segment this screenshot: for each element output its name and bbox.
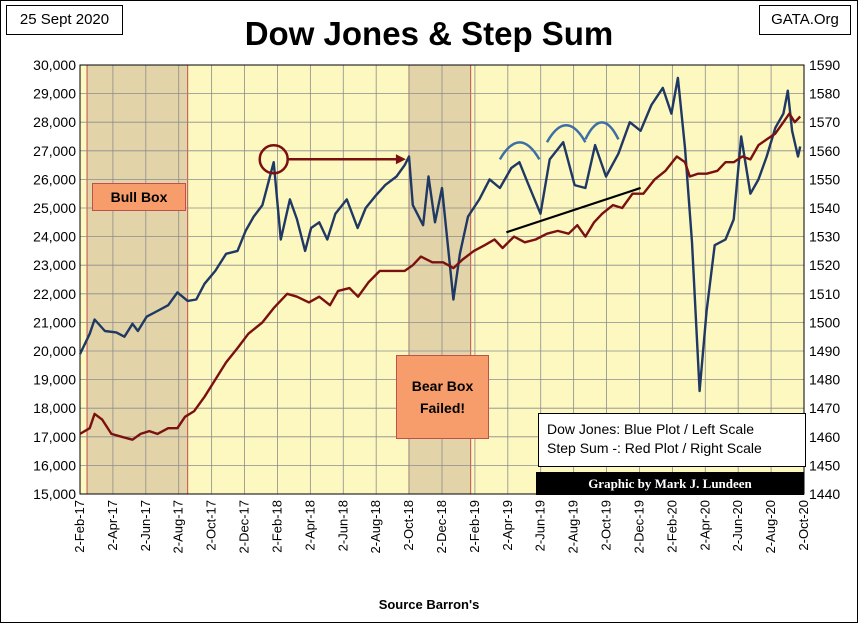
left-axis-tick-label: 15,000 <box>33 486 76 502</box>
x-axis-tick-label: 2-Aug-20 <box>763 500 778 553</box>
left-axis-tick-label: 20,000 <box>33 343 76 359</box>
left-axis-tick-label: 19,000 <box>33 372 76 388</box>
left-axis-tick-label: 29,000 <box>33 86 76 102</box>
legend: Dow Jones: Blue Plot / Left Scale Step S… <box>538 413 806 467</box>
x-axis-tick-label: 2-Jun-19 <box>533 500 548 551</box>
left-axis-tick-label: 17,000 <box>33 429 76 445</box>
credit-banner: Graphic by Mark J. Lundeen <box>536 472 804 495</box>
x-axis-tick-label: 2-Aug-18 <box>368 500 383 553</box>
x-axis-tick-label: 2-Dec-17 <box>237 500 252 553</box>
x-axis-tick-label: 2-Aug-19 <box>566 500 581 553</box>
left-axis-tick-label: 16,000 <box>33 457 76 473</box>
x-axis-tick-label: 2-Jun-20 <box>730 500 745 551</box>
x-axis-tick-label: 2-Jun-18 <box>335 500 350 551</box>
left-axis-tick-label: 18,000 <box>33 400 76 416</box>
left-axis-tick-label: 25,000 <box>33 200 76 216</box>
right-axis-tick-label: 1540 <box>809 200 840 216</box>
top-arc <box>584 121 620 140</box>
bull-box-label: Bull Box <box>92 183 186 211</box>
peak-arrow-head <box>395 154 406 165</box>
x-axis-tick-label: 2-Feb-17 <box>72 500 87 553</box>
x-axis-tick-label: 2-Oct-19 <box>599 500 614 551</box>
bear-box-label-line2: Failed! <box>419 400 466 416</box>
bull-box-shading <box>86 64 189 495</box>
top-arc <box>498 141 541 161</box>
right-axis-tick-label: 1490 <box>809 343 840 359</box>
x-axis-tick-label: 2-Apr-19 <box>500 500 515 551</box>
x-axis-tick-label: 2-Oct-18 <box>401 500 416 551</box>
right-axis-tick-label: 1590 <box>809 57 840 73</box>
left-axis-tick-label: 21,000 <box>33 314 76 330</box>
chart-title: Dow Jones & Step Sum <box>244 15 614 52</box>
left-axis-tick-label: 24,000 <box>33 229 76 245</box>
right-axis-tick-label: 1570 <box>809 114 840 130</box>
x-axis-tick-label: 2-Oct-20 <box>796 500 811 551</box>
x-axis-tick-label: 2-Dec-18 <box>434 500 449 553</box>
x-axis-tick-label: 2-Jun-17 <box>138 500 153 551</box>
right-axis-tick-label: 1440 <box>809 486 840 502</box>
x-axis-tick-label: 2-Feb-20 <box>664 500 679 553</box>
date-label: 25 Sept 2020 <box>6 5 123 35</box>
legend-step-sum: Step Sum -: Red Plot / Right Scale <box>547 440 762 456</box>
right-axis-tick-label: 1550 <box>809 171 840 187</box>
left-axis-tick-label: 28,000 <box>33 114 76 130</box>
trend-line <box>506 186 641 234</box>
x-axis-tick-label: 2-Feb-19 <box>467 500 482 553</box>
left-axis-tick-label: 26,000 <box>33 171 76 187</box>
left-axis-tick-label: 23,000 <box>33 257 76 273</box>
top-arc <box>545 124 587 143</box>
dow-jones-line <box>78 76 802 393</box>
right-axis-tick-label: 1450 <box>809 457 840 473</box>
left-axis-tick-label: 22,000 <box>33 286 76 302</box>
right-axis-tick-label: 1560 <box>809 143 840 159</box>
right-axis-tick-label: 1500 <box>809 314 840 330</box>
right-axis-tick-label: 1460 <box>809 429 840 445</box>
right-axis-tick-label: 1470 <box>809 400 840 416</box>
x-axis-tick-label: 2-Feb-18 <box>269 500 284 553</box>
step-sum-line <box>79 112 802 441</box>
x-axis-tick-label: 2-Aug-17 <box>171 500 186 553</box>
right-axis-tick-label: 1580 <box>809 86 840 102</box>
source-label: Source Barron's <box>378 597 480 612</box>
legend-dow: Dow Jones: Blue Plot / Left Scale <box>547 421 754 437</box>
x-axis-tick-label: 2-Apr-17 <box>105 500 120 551</box>
right-axis-tick-label: 1510 <box>809 286 840 302</box>
x-axis-tick-label: 2-Apr-18 <box>302 500 317 551</box>
x-axis-tick-label: 2-Apr-20 <box>697 500 712 551</box>
right-axis-tick-label: 1520 <box>809 257 840 273</box>
left-axis-tick-label: 30,000 <box>33 57 76 73</box>
site-label: GATA.Org <box>759 5 851 35</box>
bear-box-label-line1: Bear Box <box>411 378 474 394</box>
plot-frame <box>79 64 805 495</box>
x-axis-tick-label: 2-Oct-17 <box>204 500 219 551</box>
left-axis-tick-label: 27,000 <box>33 143 76 159</box>
x-axis-tick-label: 2-Dec-19 <box>631 500 646 553</box>
bear-box-label: Bear Box Failed! <box>396 355 489 439</box>
right-axis-tick-label: 1480 <box>809 372 840 388</box>
right-axis-tick-label: 1530 <box>809 229 840 245</box>
